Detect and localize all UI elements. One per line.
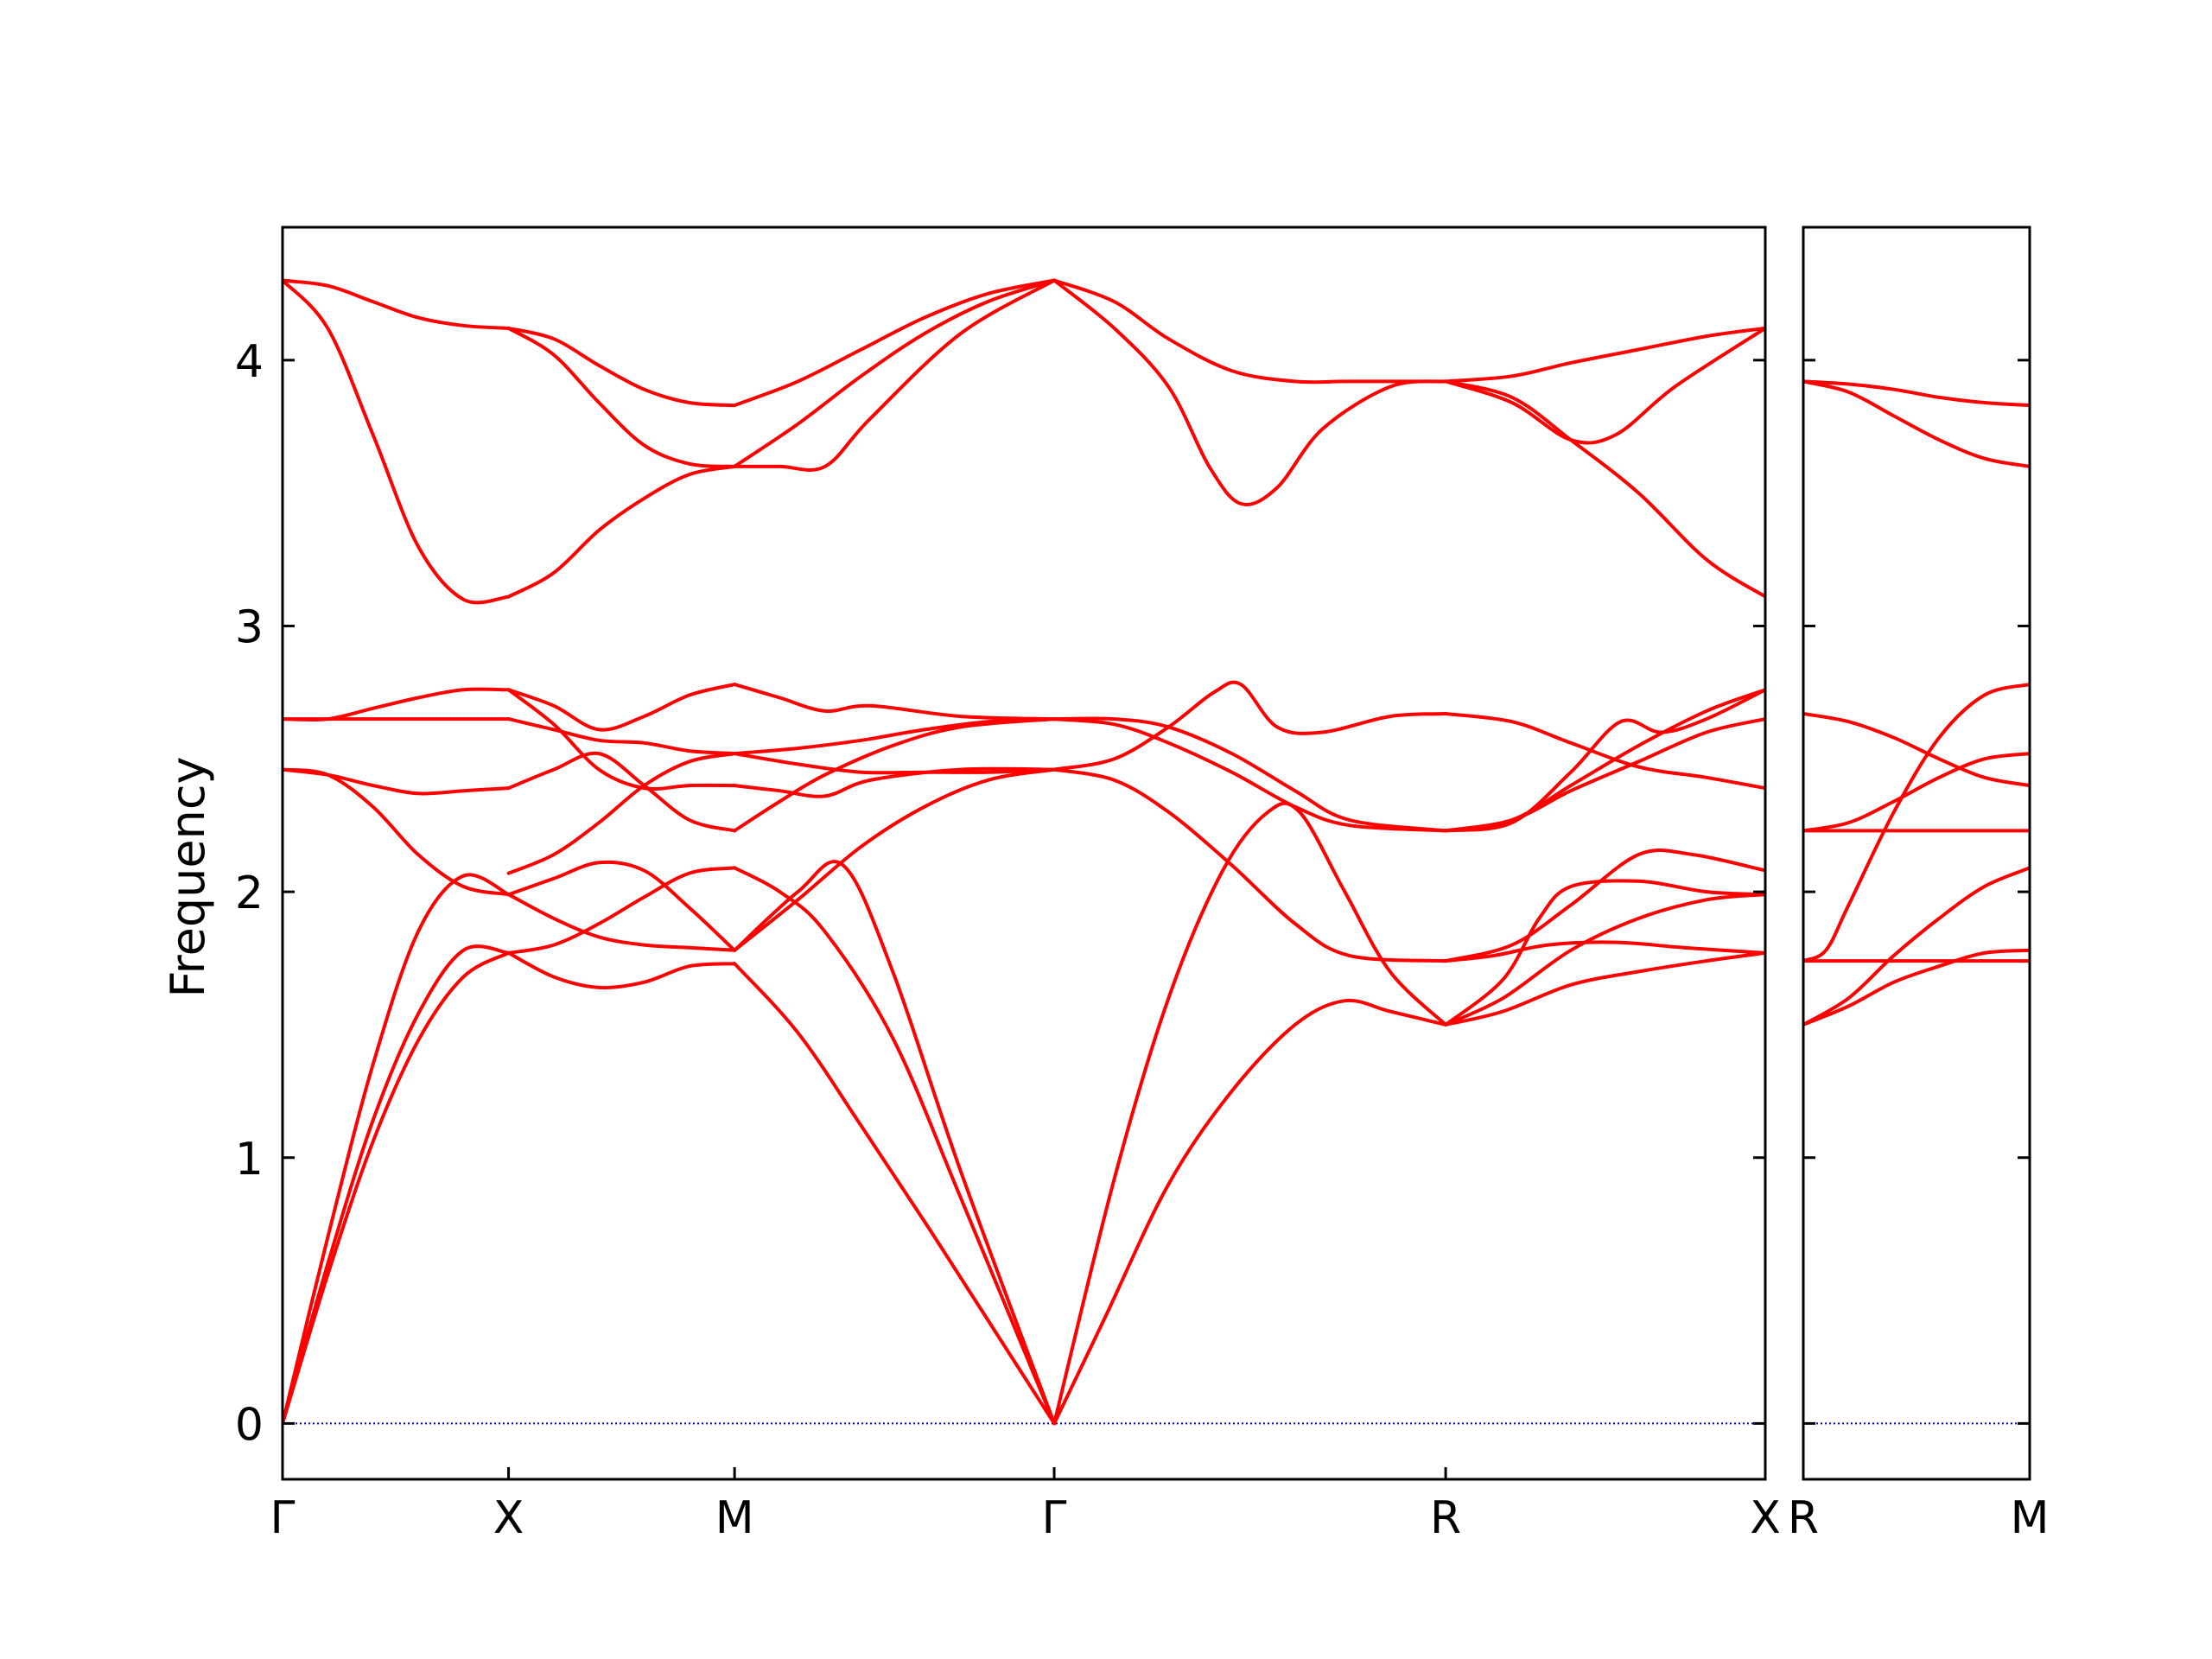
band-line-main-s2-b10 <box>733 278 1057 468</box>
band-line-main-s2-b6 <box>733 752 1057 775</box>
y-tick-label: 4 <box>235 336 264 388</box>
band-line-main-s1-b2 <box>506 893 737 952</box>
band-line-right-s0-b0 <box>1803 948 2030 1027</box>
x-tick-label: R <box>1430 1492 1461 1544</box>
band-line-right-s0-b1 <box>1803 866 2030 1027</box>
band-line-main-s3-b0 <box>1052 998 1448 1426</box>
main-band-panel: 0 1 2 3 4 Γ X M Γ R X <box>235 226 1781 1544</box>
band-line-main-s1-b0 <box>506 950 737 990</box>
band-line-main-s4-b1 <box>1444 893 1765 1027</box>
band-line-main-s4-b7 <box>1444 717 1765 833</box>
x-tick-label: Γ <box>1042 1492 1067 1544</box>
axes-frame-right <box>1802 226 2031 1481</box>
y-tick-label: 2 <box>235 868 264 919</box>
band-line-main-s2-b0 <box>733 962 1057 1426</box>
band-line-main-s2-b7 <box>733 717 1057 756</box>
y-tick-label: 1 <box>235 1134 264 1185</box>
band-line-main-s2-b3 <box>733 767 1057 952</box>
band-line-main-s0-b7 <box>283 278 511 605</box>
band-line-main-s1-b8 <box>506 683 737 732</box>
y-tick-label: 0 <box>235 1399 264 1451</box>
band-line-main-s4-b2 <box>1444 879 1765 1027</box>
band-line-main-s2-b11 <box>733 278 1057 408</box>
band-line-main-s3-b2 <box>1052 767 1448 963</box>
band-line-main-s4-b5 <box>1444 688 1765 833</box>
band-line-main-s4-b3 <box>1444 940 1765 963</box>
band-line-main-s1-b1 <box>506 866 737 955</box>
band-line-main-s1-b9 <box>506 464 737 599</box>
y-tick-label: 3 <box>235 601 264 653</box>
x-tick-label: M <box>2011 1492 2050 1544</box>
band-line-main-s4-b4 <box>1444 849 1765 963</box>
band-line-main-s0-b8 <box>283 278 511 330</box>
band-line-main-s4-b9 <box>1444 379 1765 599</box>
band-line-main-s3-b6 <box>1052 278 1448 506</box>
band-line-main-s3-b3 <box>1052 680 1448 772</box>
band-line-main-s2-b1 <box>733 860 1057 1426</box>
band-line-main-s1-b11 <box>506 326 737 408</box>
band-line-main-s1-b5 <box>506 751 737 833</box>
band-series <box>1803 379 2030 1027</box>
band-line-main-s1-b7 <box>506 717 737 756</box>
axes-frame-main <box>281 226 1767 1481</box>
band-line-main-s1-b4 <box>506 752 737 875</box>
x-tick-label: Γ <box>270 1492 296 1544</box>
band-line-main-s2-b8 <box>733 683 1057 721</box>
band-line-main-s4-b11 <box>1444 326 1765 384</box>
band-line-main-s2-b9 <box>733 278 1057 472</box>
band-line-right-s0-b8 <box>1803 379 2030 408</box>
band-line-main-s3-b5 <box>1052 716 1448 833</box>
band-series <box>283 278 1765 1426</box>
band-line-main-s0-b0 <box>283 950 511 1426</box>
band-line-main-s2-b4 <box>733 766 1057 798</box>
band-line-main-s3-b4 <box>1052 717 1448 833</box>
band-line-right-s0-b7 <box>1803 379 2030 468</box>
band-line-main-s1-b6 <box>506 688 737 791</box>
band-line-main-s4-b8 <box>1444 712 1765 791</box>
band-line-main-s0-b1 <box>283 944 511 1426</box>
band-line-main-s4-b0 <box>1444 950 1765 1027</box>
band-line-main-s3-b1 <box>1052 801 1448 1426</box>
band-line-main-s0-b2 <box>283 873 511 1426</box>
band-line-main-s0-b6 <box>283 687 511 722</box>
band-line-main-s1-b10 <box>506 326 737 468</box>
y-axis-label: Frequency <box>161 757 215 998</box>
band-line-right-s0-b3 <box>1803 683 2030 963</box>
band-line-main-s4-b10 <box>1444 326 1765 445</box>
band-line-right-s0-b6 <box>1803 712 2030 788</box>
band-line-right-s0-b5 <box>1803 752 2030 833</box>
band-line-main-s3-b7 <box>1052 278 1448 385</box>
x-tick-label: M <box>715 1492 754 1544</box>
band-line-main-s1-b3 <box>506 860 737 952</box>
x-tick-label: R <box>1788 1492 1819 1544</box>
x-tick-label: X <box>493 1492 524 1544</box>
band-line-main-s2-b5 <box>733 717 1057 833</box>
band-line-main-s0-b4 <box>283 767 511 796</box>
x-tick-label: X <box>1750 1492 1781 1544</box>
band-line-main-s2-b2 <box>733 866 1057 1426</box>
